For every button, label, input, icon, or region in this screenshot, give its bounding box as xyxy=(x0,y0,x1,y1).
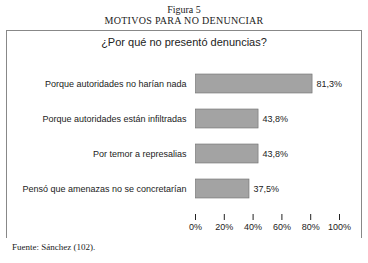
svg-text:60%: 60% xyxy=(273,222,291,232)
svg-text:100%: 100% xyxy=(328,222,351,232)
html-text:Figura 5: Figura 5 xyxy=(167,4,201,15)
svg-text:37,5%: 37,5% xyxy=(254,184,280,194)
svg-text:43,8%: 43,8% xyxy=(263,114,289,124)
svg-text:Porque autoridades están infil: Porque autoridades están infiltradas xyxy=(42,114,187,124)
svg-text:43,8%: 43,8% xyxy=(263,149,289,159)
svg-text:Pensó que amenazas no se concr: Pensó que amenazas no se concretarían xyxy=(22,184,186,194)
html-text:¿Por qué no presentó denuncias: ¿Por qué no presentó denuncias? xyxy=(101,36,267,48)
html-text:Fuente: Sánchez (102).: Fuente: Sánchez (102). xyxy=(12,242,96,252)
svg-text:40%: 40% xyxy=(244,222,262,232)
svg-text:81,3%: 81,3% xyxy=(317,79,343,89)
svg-text:Porque autoridades no harían n: Porque autoridades no harían nada xyxy=(45,79,187,89)
svg-text:80%: 80% xyxy=(302,222,320,232)
svg-text:Por temor a represalias: Por temor a represalias xyxy=(93,149,187,159)
svg-text:0%: 0% xyxy=(189,222,202,232)
html-text:MOTIVOS PARA NO DENUNCIAR: MOTIVOS PARA NO DENUNCIAR xyxy=(104,15,264,26)
svg-text:20%: 20% xyxy=(215,222,233,232)
